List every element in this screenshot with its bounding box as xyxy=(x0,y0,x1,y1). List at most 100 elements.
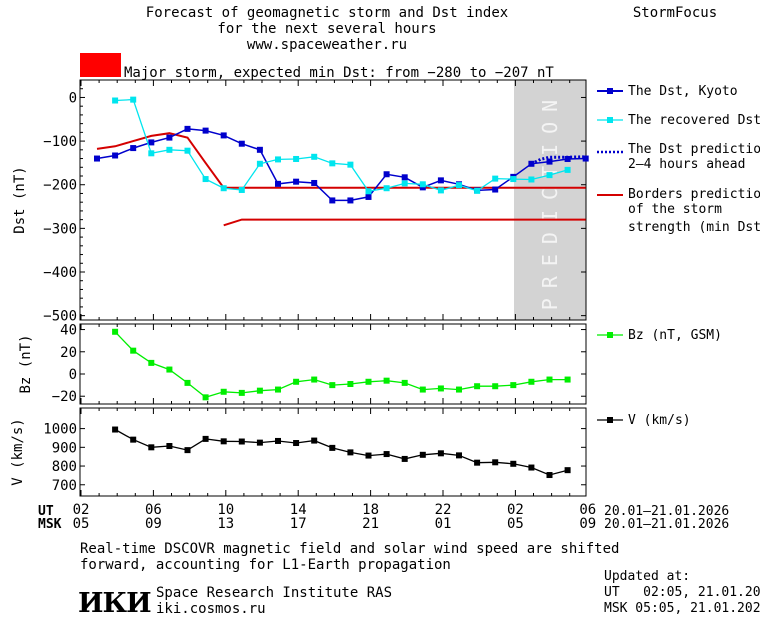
dst-kyoto-point xyxy=(166,134,173,141)
institute-name: Space Research Institute RAS xyxy=(156,585,392,601)
msk-tick-label: 01 xyxy=(435,516,452,532)
legend-prediction-label-2: 2–4 hours ahead xyxy=(628,157,745,172)
dst-recovered-point xyxy=(148,150,155,157)
bz-point xyxy=(401,379,408,386)
dst-recovered-point xyxy=(456,182,462,189)
bz-ytick-label: −20 xyxy=(52,389,77,405)
v-point xyxy=(474,459,481,466)
footer-note-line-1: Real-time DSCOVR magnetic field and sola… xyxy=(80,541,619,557)
dst-recovered-point xyxy=(112,97,119,104)
dst-recovered-point xyxy=(546,172,553,179)
v-point xyxy=(256,439,263,446)
msk-tick-label: 05 xyxy=(73,516,90,532)
dst-kyoto-point xyxy=(383,171,390,178)
dst-kyoto-point xyxy=(148,139,155,146)
bz-point xyxy=(256,387,263,394)
legend-borders-label-1: Borders prediction xyxy=(628,187,760,202)
dst-kyoto-point xyxy=(582,155,589,162)
v-ytick-label: 700 xyxy=(52,478,77,494)
v-panel: V (km/s) xyxy=(10,407,587,497)
msk-tick-label: 13 xyxy=(217,516,234,532)
footer-note-line-2: forward, accounting for L1-Earth propaga… xyxy=(80,557,451,573)
bz-axis-label: Bz (nT) xyxy=(18,334,34,393)
updated-ut: UT 02:05, 21.01.2026 xyxy=(604,585,760,600)
bz-panel-frame xyxy=(79,323,587,405)
v-ytick-label: 900 xyxy=(52,440,77,456)
chart-title-line-1: Forecast of geomagnetic storm and Dst in… xyxy=(146,5,508,21)
bz-point xyxy=(456,386,462,393)
bz-point xyxy=(220,388,227,395)
v-point xyxy=(329,444,336,451)
dst-recovered-point xyxy=(130,96,137,103)
storm-forecast-text: Major storm, expected min Dst: from −280… xyxy=(124,65,554,81)
v-line xyxy=(114,428,568,476)
institute-site: iki.cosmos.ru xyxy=(156,601,266,617)
bz-point xyxy=(474,383,481,390)
legend-kyoto-label: The Dst, Kyoto xyxy=(628,84,738,99)
v-point xyxy=(365,452,372,459)
updated-label: Updated at: xyxy=(604,569,690,584)
msk-date-range: 20.01–21.01.2026 xyxy=(604,517,729,532)
dst-recovered-point xyxy=(238,186,245,193)
v-point xyxy=(546,472,553,479)
dst-kyoto-point xyxy=(311,179,318,186)
v-point xyxy=(419,451,426,458)
msk-tick-label: 09 xyxy=(145,516,162,532)
legend: The Dst, Kyoto The recovered Dst The Dst… xyxy=(597,84,760,428)
dst-recovered-point xyxy=(347,161,354,168)
v-point xyxy=(184,447,191,454)
bz-point xyxy=(510,382,517,389)
bz-point xyxy=(546,376,553,383)
borders-line xyxy=(96,132,225,189)
dst-recovered-point xyxy=(256,160,263,167)
dst-recovered-point xyxy=(220,185,227,192)
legend-v-label: V (km/s) xyxy=(628,413,691,428)
bz-point xyxy=(564,376,571,383)
dst-kyoto-point xyxy=(492,186,499,193)
ut-tick-label: 02 xyxy=(507,502,524,518)
v-point xyxy=(293,440,300,447)
brand-name: StormFocus xyxy=(633,5,717,21)
bz-point xyxy=(347,381,354,387)
bz-point xyxy=(112,328,119,335)
dst-recovered-point xyxy=(275,156,281,163)
dst-ytick-label: −500 xyxy=(43,309,77,325)
bz-point xyxy=(275,386,281,393)
legend-borders-label-3: strength (min Dst) xyxy=(628,220,760,235)
msk-tick-label: 09 xyxy=(579,516,596,532)
msk-tick-label: 17 xyxy=(290,516,307,532)
bz-point xyxy=(419,386,426,393)
legend-bz-marker xyxy=(607,332,613,338)
bz-point xyxy=(184,379,191,386)
v-axis-label: V (km/s) xyxy=(10,418,26,485)
bz-ytick-label: 40 xyxy=(60,323,77,339)
v-point xyxy=(564,467,571,474)
borders-line xyxy=(223,218,586,227)
chart-title-line-3: www.spaceweather.ru xyxy=(247,37,407,53)
bz-point xyxy=(238,389,245,396)
bz-point xyxy=(311,376,318,383)
bz-line xyxy=(114,331,568,399)
dst-kyoto-point xyxy=(564,155,571,162)
bz-point xyxy=(383,377,390,384)
dst-kyoto-point xyxy=(329,197,336,204)
ut-tick-label: 18 xyxy=(362,502,379,518)
dst-kyoto-point xyxy=(437,177,444,184)
dst-kyoto-point xyxy=(293,178,300,185)
ut-date-range: 20.01–21.01.2026 xyxy=(604,504,729,519)
v-panel-frame xyxy=(79,407,587,497)
dst-recovered-point xyxy=(492,175,499,182)
dst-recovered-point xyxy=(311,153,318,160)
dst-kyoto-point xyxy=(401,174,408,181)
dst-ytick-label: −400 xyxy=(43,265,77,281)
v-point xyxy=(275,437,281,444)
dst-kyoto-point xyxy=(94,155,100,162)
dst-recovered-point xyxy=(419,181,426,188)
dst-recovered-point xyxy=(564,166,571,173)
dst-kyoto-point xyxy=(112,152,119,159)
msk-tick-label: 21 xyxy=(362,516,379,532)
dst-recovered-point xyxy=(293,155,300,162)
chart-title-line-2: for the next several hours xyxy=(217,21,436,37)
v-point xyxy=(401,455,408,462)
dst-kyoto-point xyxy=(184,125,191,132)
